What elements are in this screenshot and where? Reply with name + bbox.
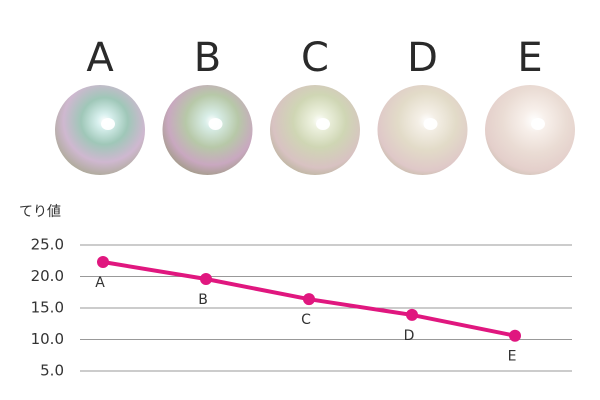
point-label: C	[301, 312, 311, 328]
pearl-highlight	[101, 118, 115, 130]
point-label: B	[198, 292, 208, 308]
pearl-label: B	[194, 35, 221, 81]
pearl-highlight	[531, 118, 545, 130]
pearl-label: C	[301, 35, 329, 81]
data-point	[97, 256, 109, 269]
pearl	[162, 85, 253, 175]
point-label: A	[95, 275, 105, 291]
data-point	[303, 293, 315, 306]
pearl-label: E	[517, 35, 542, 81]
y-tick-label: 5.0	[40, 362, 64, 380]
pearl-label: D	[407, 35, 438, 81]
pearl	[55, 85, 145, 175]
pearl-highlight	[208, 118, 223, 130]
pearl	[377, 85, 468, 175]
y-tick-label: 10.0	[31, 330, 64, 348]
y-axis-label: てり値	[19, 204, 61, 220]
data-point	[200, 273, 212, 286]
pearl-highlight	[423, 118, 438, 130]
pearl	[270, 85, 360, 175]
data-point	[406, 308, 418, 321]
y-tick-label: 25.0	[31, 236, 64, 254]
pearl-highlight	[316, 118, 330, 130]
y-tick-label: 15.0	[31, 299, 64, 317]
point-label: E	[508, 349, 517, 365]
point-label: D	[404, 328, 415, 344]
data-point	[509, 329, 521, 342]
y-tick-label: 20.0	[31, 267, 64, 285]
pearl-label: A	[86, 35, 114, 81]
pearl	[485, 85, 575, 175]
